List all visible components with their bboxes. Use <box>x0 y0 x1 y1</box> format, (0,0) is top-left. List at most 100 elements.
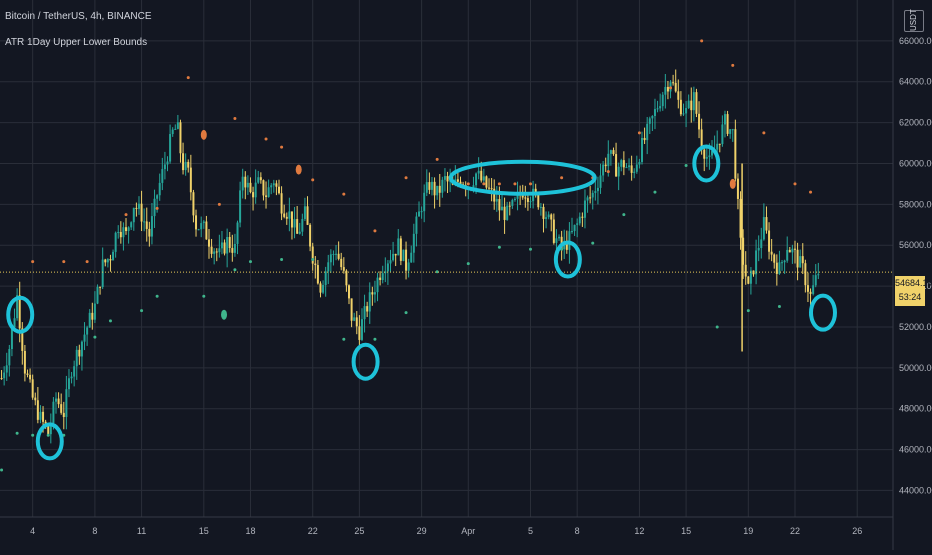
candle-body <box>695 92 698 114</box>
candle-body <box>259 177 262 181</box>
candle-body <box>39 411 42 420</box>
candle-body <box>314 263 317 266</box>
x-tick-label: 15 <box>681 526 691 536</box>
candle-body <box>423 192 426 212</box>
candle-body <box>158 182 161 196</box>
lower-bound-dot <box>466 262 470 266</box>
candle-body <box>132 207 135 223</box>
candle-body <box>34 397 37 401</box>
candle-body <box>410 252 413 263</box>
candle-body <box>150 216 153 237</box>
candle-body <box>18 295 21 329</box>
candle-body <box>293 219 296 228</box>
candle-body <box>254 182 257 198</box>
candle-body <box>277 186 280 194</box>
x-tick-label: 15 <box>199 526 209 536</box>
candle-body <box>265 195 268 197</box>
lower-bound-dot <box>591 241 595 245</box>
upper-bound-dot <box>233 117 237 121</box>
candle-body <box>609 150 612 154</box>
candle-body <box>565 241 568 250</box>
candle-body <box>620 160 623 167</box>
upper-bound-dot <box>731 63 735 67</box>
candle-body <box>731 129 734 131</box>
candle-body <box>441 179 444 193</box>
candle-body <box>316 265 319 284</box>
candle-body <box>622 160 625 168</box>
candle-body <box>384 271 387 274</box>
candle-body <box>783 260 786 263</box>
candle-body <box>555 238 558 243</box>
candle-body <box>8 349 11 366</box>
candle-body <box>397 238 400 256</box>
candle-body <box>545 217 548 219</box>
y-tick-label: 56000.00 <box>899 240 932 250</box>
candle-body <box>799 256 802 268</box>
last-price-value: 54684.14 <box>895 278 932 288</box>
candle-body <box>537 193 540 208</box>
candle-body <box>436 185 439 196</box>
lower-bound-dot <box>435 270 439 274</box>
candle-body <box>412 233 415 253</box>
candle-body <box>88 312 91 328</box>
lower-bound-dot <box>404 311 408 315</box>
candle-body <box>70 376 73 379</box>
y-tick-label: 44000.00 <box>899 485 932 495</box>
candle-body <box>78 349 81 357</box>
candle-body <box>130 222 133 228</box>
candle-body <box>641 137 644 162</box>
candle-body <box>386 263 389 272</box>
candle-body <box>106 259 109 263</box>
candle-body <box>806 285 809 292</box>
candle-body <box>599 175 602 188</box>
candle-body <box>399 238 402 261</box>
candle-body <box>16 295 19 319</box>
candle-body <box>633 171 636 173</box>
candle-body <box>656 108 659 110</box>
candle-body <box>31 379 34 398</box>
annotation-circle <box>692 144 721 183</box>
candle-body <box>83 334 86 342</box>
candle-body <box>607 153 610 167</box>
candle-body <box>773 254 776 263</box>
candle-body <box>298 231 301 234</box>
upper-bound-dot <box>404 176 408 180</box>
candle-body <box>760 239 763 248</box>
lower-bound-dot <box>497 245 501 249</box>
candle-body <box>791 248 794 253</box>
currency-badge[interactable]: USDT <box>904 9 924 32</box>
candle-body <box>200 223 203 230</box>
candle-body <box>373 292 376 295</box>
candle-body <box>692 92 695 111</box>
candle-body <box>708 155 711 158</box>
candle-body <box>52 401 55 424</box>
candle-body <box>705 157 708 159</box>
candle-body <box>337 253 340 259</box>
candle-body <box>93 303 96 320</box>
candle-body <box>122 227 125 238</box>
upper-bound-dot <box>669 86 673 90</box>
lower-bound-dot <box>529 247 533 251</box>
candle-body <box>781 262 784 264</box>
highlight-marker <box>221 309 228 320</box>
candle-body <box>270 185 273 188</box>
candle-body <box>29 374 32 380</box>
lower-bound-dot <box>233 268 237 272</box>
candle-body <box>228 237 231 248</box>
upper-bound-dot <box>31 260 35 264</box>
candle-body <box>231 247 234 253</box>
candle-body <box>140 203 143 222</box>
candle-body <box>368 292 371 312</box>
candle-body <box>311 246 314 264</box>
candle-body <box>677 91 680 100</box>
highlight-marker <box>729 178 736 189</box>
x-tick-label: 4 <box>30 526 35 536</box>
candle-body <box>195 215 198 230</box>
candle-body <box>262 180 265 196</box>
candle-body <box>145 221 148 229</box>
annotation-circle <box>351 342 380 381</box>
candle-body <box>358 326 361 340</box>
candle-body <box>166 161 169 165</box>
